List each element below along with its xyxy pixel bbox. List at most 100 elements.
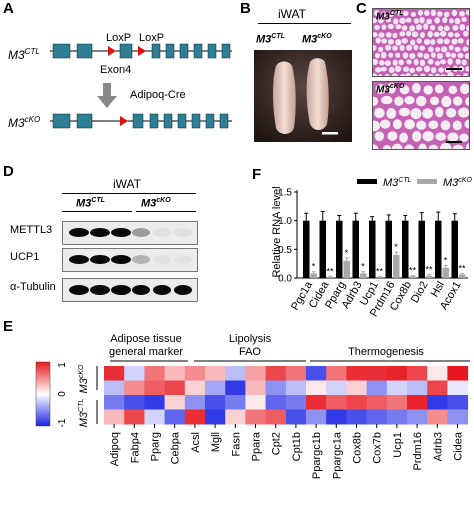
significance-marker: * (312, 262, 316, 272)
adipocyte (373, 17, 378, 24)
adipocyte (381, 95, 393, 105)
bar-cko (393, 255, 400, 278)
adipocyte (452, 144, 464, 149)
adipocyte (378, 17, 384, 24)
group-lipolysis-label-1: Lipolysis (229, 333, 272, 345)
cko-exon (52, 113, 71, 129)
adipocyte (410, 107, 422, 120)
loxp-site (108, 46, 116, 56)
adipocyte (455, 58, 461, 65)
cko-exon (76, 113, 93, 129)
loxp-left-label: LoxP (106, 32, 131, 44)
adipocyte (384, 60, 391, 66)
adipocyte (423, 23, 429, 30)
adipocyte (435, 132, 446, 141)
adipocyte (379, 119, 391, 129)
adipocyte (436, 11, 443, 17)
bar-ctl (418, 220, 425, 278)
adipocyte (448, 44, 454, 51)
bar-cko (409, 276, 416, 278)
heatmap-cell (306, 366, 327, 381)
bar-ctl (319, 220, 326, 278)
adipocyte (394, 96, 404, 106)
heatmap-cell (225, 366, 246, 381)
c-scale-bar-top (446, 68, 462, 70)
heatmap-cell (144, 366, 166, 381)
adipocyte (411, 31, 419, 38)
adipocyte (392, 32, 398, 39)
d-cko-line (136, 211, 196, 212)
heatmap-cell (245, 366, 267, 381)
blot-band (111, 285, 131, 295)
blot-row-label: METTL3 (10, 224, 53, 236)
row-label-cko: M3cKO (78, 364, 90, 393)
adipocyte (392, 119, 402, 130)
significance-marker: ** (326, 266, 334, 276)
adipocyte (423, 53, 430, 60)
heatmap-cell (124, 380, 145, 396)
adipocyte (405, 72, 411, 76)
b-tissue-label: iWAT (278, 7, 306, 21)
adipocyte (436, 52, 444, 60)
ctl-exon (52, 43, 71, 59)
heatmap-cell (326, 366, 347, 381)
heatmap-cell (386, 380, 408, 396)
heatmap-cell (366, 409, 388, 425)
legend-cko-label: M3cKO (443, 177, 472, 189)
heatmap-cell (306, 409, 327, 425)
gene-label: Prdm16 (412, 432, 424, 471)
heatmap-cell (205, 380, 226, 396)
group-general-label-1: Adipose tissue (110, 333, 182, 345)
adipocyte (387, 38, 395, 45)
adipocyte (434, 106, 444, 118)
adipocyte (447, 58, 453, 65)
blot-row-label: UCP1 (10, 251, 40, 263)
blot-band (174, 255, 192, 264)
adipocyte (374, 24, 380, 30)
heatmap-cell (164, 366, 186, 381)
heatmap-cell (104, 366, 125, 381)
gene-label: Fabp4 (129, 432, 141, 463)
rna-bar-chart: Relative RNA level 0.00.51.01.5*Pgc1a**C… (271, 177, 472, 319)
adipocyte (393, 18, 399, 25)
adipocyte (430, 67, 437, 74)
adipocyte (443, 11, 450, 18)
row-label-ctl: M3CTL (78, 399, 90, 428)
adipocyte (441, 96, 452, 108)
adipocyte (404, 95, 415, 105)
heatmap-cell (124, 366, 145, 381)
adipocyte (459, 133, 469, 142)
adipocyte (416, 38, 422, 44)
heatmap-cell (447, 395, 469, 410)
cko-exon (177, 113, 187, 129)
bar-cko (426, 275, 433, 278)
adipocyte (418, 143, 427, 149)
adipocyte (387, 82, 396, 94)
adipocyte (380, 51, 387, 59)
y-tick-label: 0.5 (278, 245, 292, 256)
panel-a-letter: A (3, 0, 14, 17)
adipocyte (419, 73, 426, 76)
adipocyte (405, 17, 412, 23)
bar-cko (343, 260, 350, 278)
adipocyte (380, 11, 387, 18)
heatmap-cell (346, 366, 368, 381)
adipocyte (426, 18, 433, 25)
heatmap-cell (285, 366, 307, 381)
heatmap-cell (427, 366, 448, 381)
heatmap-cell (164, 380, 186, 396)
significance-marker: * (444, 255, 448, 265)
cko-exon (205, 113, 215, 129)
adipocyte (413, 58, 419, 66)
adipocyte (427, 31, 433, 38)
gene-label: Acsl (190, 432, 202, 453)
adipocyte (457, 37, 464, 44)
cko-exon (149, 113, 159, 129)
adipocyte (381, 38, 388, 44)
heatmap-cell (265, 366, 287, 381)
heatmap-cell (265, 395, 287, 410)
adipocyte (434, 17, 441, 24)
cko-exon (219, 113, 229, 129)
gene-label: Mgll (210, 432, 222, 452)
adipocyte (384, 73, 390, 76)
